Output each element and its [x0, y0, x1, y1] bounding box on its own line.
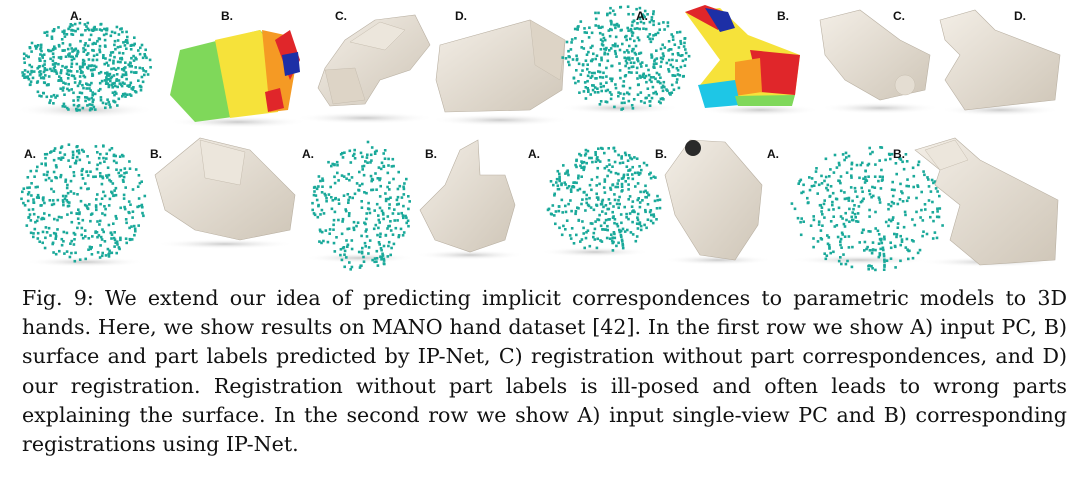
- row2-point-cloud-3: [540, 146, 662, 257]
- row1-left-our-registration: [430, 19, 570, 126]
- row2-label-b-3: B.: [655, 147, 667, 161]
- row1-right-label-a: A.: [636, 9, 648, 23]
- row2-label-b-4: B.: [893, 147, 905, 161]
- row1-left-part-labels: [168, 30, 308, 128]
- row2-label-a-3: A.: [528, 147, 540, 161]
- figure-caption-text: We extend our idea of predicting implici…: [22, 286, 1067, 457]
- row1-left-label-d: D.: [455, 9, 467, 23]
- row1-right-label-c: C.: [893, 9, 905, 23]
- row2-registration-3: [663, 139, 773, 265]
- row1-left-label-a: A.: [70, 9, 82, 23]
- row2-registration-2: [415, 139, 525, 260]
- row1-right-label-b: B.: [777, 9, 789, 23]
- row2-registration-4: [914, 137, 1060, 267]
- row2-registration-1: [154, 137, 296, 249]
- row2-label-a-2: A.: [302, 147, 314, 161]
- row2-point-cloud-4: [790, 146, 944, 272]
- figure-panels: A. B. C. D. A. B.: [15, 5, 1061, 272]
- row1-left-registration-no-parts: [295, 14, 435, 124]
- row1-left-label-c: C.: [335, 9, 347, 23]
- row2-point-cloud-2: [305, 140, 415, 271]
- row1-right-label-d: D.: [1014, 9, 1026, 23]
- row1-right-our-registration: [939, 9, 1061, 116]
- row1-right-registration-no-parts: [819, 9, 940, 114]
- row2-label-a-1: A.: [24, 147, 36, 161]
- row1-left-point-cloud: [15, 21, 155, 118]
- row2-point-cloud-1: [20, 143, 147, 267]
- figure-caption-label: Fig. 9:: [22, 286, 94, 310]
- row1-right-point-cloud: [560, 5, 691, 114]
- row1-right-part-labels: [685, 5, 820, 116]
- figure-caption: Fig. 9: We extend our idea of predicting…: [22, 284, 1067, 459]
- row2-label-b-1: B.: [150, 147, 162, 161]
- row2-label-a-4: A.: [767, 147, 779, 161]
- row1-left-label-b: B.: [221, 9, 233, 23]
- row2-label-b-2: B.: [425, 147, 437, 161]
